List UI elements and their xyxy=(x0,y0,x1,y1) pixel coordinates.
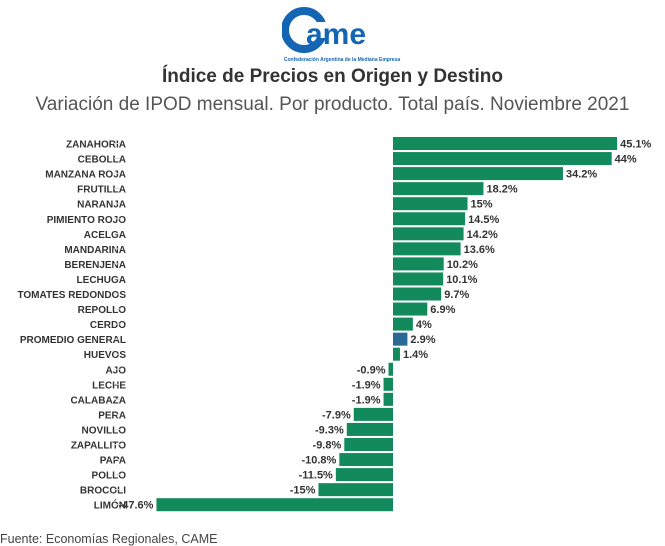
category-label: NOVILLO xyxy=(82,425,127,436)
category-label: TOMATES REDONDOS xyxy=(17,290,126,301)
category-label: POLLO xyxy=(92,471,127,482)
data-label: 2.9% xyxy=(410,334,435,346)
bar xyxy=(335,468,393,482)
bar xyxy=(393,302,428,316)
data-label: -15% xyxy=(290,485,316,497)
data-label: -1.9% xyxy=(352,394,381,406)
category-label: CERDO xyxy=(90,320,126,331)
bar xyxy=(393,137,618,150)
logo-tagline: Confederación Argentina de la Mediana Em… xyxy=(284,57,400,63)
data-label: 34.2% xyxy=(566,169,597,181)
bar xyxy=(393,182,484,196)
bar xyxy=(393,242,461,256)
data-label: 6.9% xyxy=(430,304,455,316)
category-label: LECHUGA xyxy=(77,275,126,286)
category-label: LECHE xyxy=(92,380,126,391)
bar xyxy=(346,422,393,436)
data-label: -1.9% xyxy=(352,379,381,391)
category-label: ZAPALLITO xyxy=(71,441,126,452)
bar xyxy=(393,197,468,211)
data-label: 45.1% xyxy=(620,139,651,151)
data-label: 10.2% xyxy=(447,259,478,271)
bar xyxy=(383,377,393,391)
data-label: 18.2% xyxy=(486,184,517,196)
bar xyxy=(393,287,442,301)
bar xyxy=(393,332,408,346)
category-label: ACELGA xyxy=(84,230,126,241)
category-label: ZANAHORIA xyxy=(66,140,126,151)
data-label: 4% xyxy=(416,319,432,331)
category-label: PERA xyxy=(98,410,126,421)
data-label: -10.8% xyxy=(301,455,336,467)
source-note: Fuente: Economías Regionales, CAME xyxy=(0,532,218,546)
bar xyxy=(383,392,393,406)
bar xyxy=(318,483,393,497)
bar xyxy=(339,453,393,467)
bar xyxy=(393,317,413,331)
data-label: 14.5% xyxy=(468,214,499,226)
bar xyxy=(393,212,466,226)
data-label: 13.6% xyxy=(464,244,495,256)
category-label: MANDARINA xyxy=(64,245,126,256)
chart-title: Índice de Precios en Origen y Destino xyxy=(161,66,504,87)
data-label: 10.1% xyxy=(446,274,477,286)
data-label: -7.9% xyxy=(322,409,351,421)
category-label: REPOLLO xyxy=(78,305,127,316)
category-label: LIMÓN xyxy=(94,499,126,512)
data-label: -9.8% xyxy=(313,440,342,452)
data-label: -11.5% xyxy=(299,470,333,482)
category-label: CEBOLLA xyxy=(78,155,126,166)
bar-chart: ZANAHORIA 45.1% CEBOLLA 44% MANZANA ROJA 34.2… xyxy=(17,137,652,512)
category-label: MANZANA ROJA xyxy=(45,170,126,181)
category-label: BERENJENA xyxy=(64,260,126,271)
category-label: NARANJA xyxy=(77,200,126,211)
bar xyxy=(388,362,393,376)
bar xyxy=(156,498,393,512)
data-label: 14.2% xyxy=(467,229,498,241)
bar xyxy=(344,438,393,451)
bar xyxy=(353,407,393,421)
category-label: FRUTILLA xyxy=(77,185,126,196)
svg-text:ame: ame xyxy=(306,18,366,51)
category-label: HUEVOS xyxy=(84,350,127,361)
category-label: PROMEDIO GENERAL xyxy=(20,335,126,346)
data-label: 44% xyxy=(615,154,637,166)
came-logo: ame Confederación Argentina de la Median… xyxy=(282,7,400,63)
data-label: 1.4% xyxy=(403,349,428,361)
bar xyxy=(393,347,400,361)
bar xyxy=(393,257,444,271)
data-label: 15% xyxy=(471,199,493,211)
data-label: 9.7% xyxy=(444,289,469,301)
bar xyxy=(393,227,464,241)
bar xyxy=(393,152,612,166)
category-label: CALABAZA xyxy=(70,395,126,406)
category-label: AJO xyxy=(105,365,126,376)
category-label: PIMIENTO ROJO xyxy=(47,215,126,226)
data-label: -9.3% xyxy=(315,424,344,436)
bar xyxy=(393,167,563,181)
data-label: -0.9% xyxy=(357,364,386,376)
category-label: PAPA xyxy=(100,456,126,467)
data-label: -47.6% xyxy=(119,500,154,512)
bar xyxy=(393,272,444,286)
chart-subtitle: Variación de IPOD mensual. Por producto.… xyxy=(35,94,630,115)
category-label: BROCOLI xyxy=(80,486,126,497)
